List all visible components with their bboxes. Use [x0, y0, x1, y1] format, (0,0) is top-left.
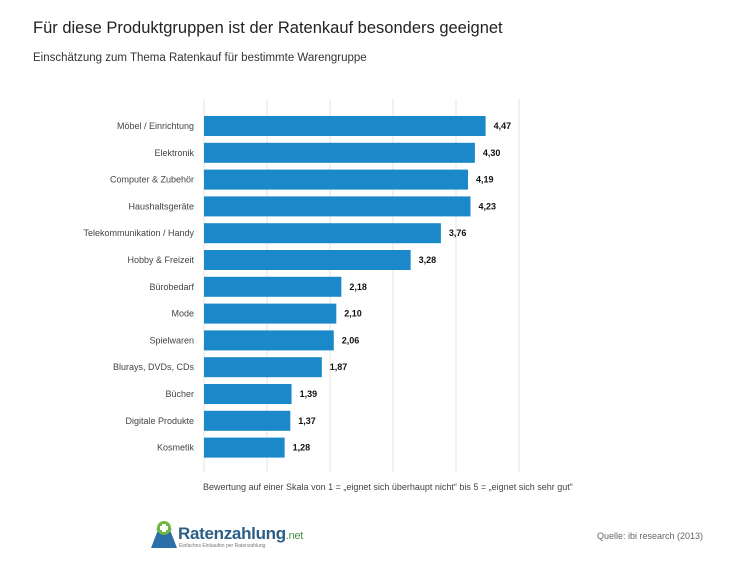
bar: [204, 410, 291, 431]
category-label: Hobby & Freizeit: [127, 255, 194, 265]
category-label: Computer & Zubehör: [110, 175, 194, 185]
bar: [204, 437, 285, 458]
bar: [204, 142, 475, 163]
category-label: Mode: [171, 309, 194, 319]
bars: [204, 116, 486, 458]
bar: [204, 357, 322, 378]
value-label: 3,76: [449, 228, 467, 238]
labels: Möbel / Einrichtung 4,47 Elektronik 4,30 Com…: [83, 121, 511, 453]
bar: [204, 384, 292, 404]
value-label: 4,19: [476, 175, 494, 185]
category-label: Bürobedarf: [149, 282, 194, 292]
category-label: Telekommunikation / Handy: [83, 228, 194, 238]
bar: [204, 196, 471, 217]
logo-tagline: Einfaches Einkaufen per Ratenzahlung: [179, 543, 266, 549]
category-label: Digitale Produkte: [125, 416, 194, 426]
bar: [204, 303, 337, 324]
category-label: Möbel / Einrichtung: [117, 121, 194, 131]
value-label: 2,06: [342, 335, 360, 345]
x-axis-label: Bewertung auf einer Skala von 1 = „eigne…: [203, 482, 573, 492]
logo-suffix: .net: [285, 530, 304, 542]
bar: [204, 276, 342, 297]
bar: [204, 330, 334, 351]
value-label: 4,47: [494, 121, 512, 131]
chart-title: Für diese Produktgruppen ist der Ratenka…: [33, 19, 503, 37]
ratenzahlung-logo-icon: [151, 521, 177, 548]
bar: [204, 116, 486, 136]
value-label: 4,30: [483, 148, 501, 158]
value-label: 3,28: [419, 255, 437, 265]
value-label: 1,39: [300, 389, 318, 399]
category-label: Elektronik: [154, 148, 194, 158]
category-label: Spielwaren: [149, 335, 194, 345]
value-label: 2,10: [344, 309, 362, 319]
bar: [204, 169, 468, 190]
chart-subtitle: Einschätzung zum Thema Ratenkauf für bes…: [33, 52, 367, 64]
source-note: Quelle: ibi research (2013): [597, 531, 704, 541]
value-label: 1,37: [298, 416, 316, 426]
value-label: 1,87: [330, 362, 348, 372]
bar: [204, 250, 411, 270]
value-label: 1,28: [293, 443, 311, 453]
category-label: Blurays, DVDs, CDs: [113, 362, 195, 372]
bar: [204, 223, 441, 244]
logo-name: Ratenzahlung.net: [178, 524, 304, 543]
category-label: Haushaltsgeräte: [128, 201, 194, 211]
category-label: Kosmetik: [157, 443, 195, 453]
value-label: 4,23: [478, 201, 496, 211]
category-label: Bücher: [165, 389, 194, 399]
value-label: 2,18: [349, 282, 367, 292]
